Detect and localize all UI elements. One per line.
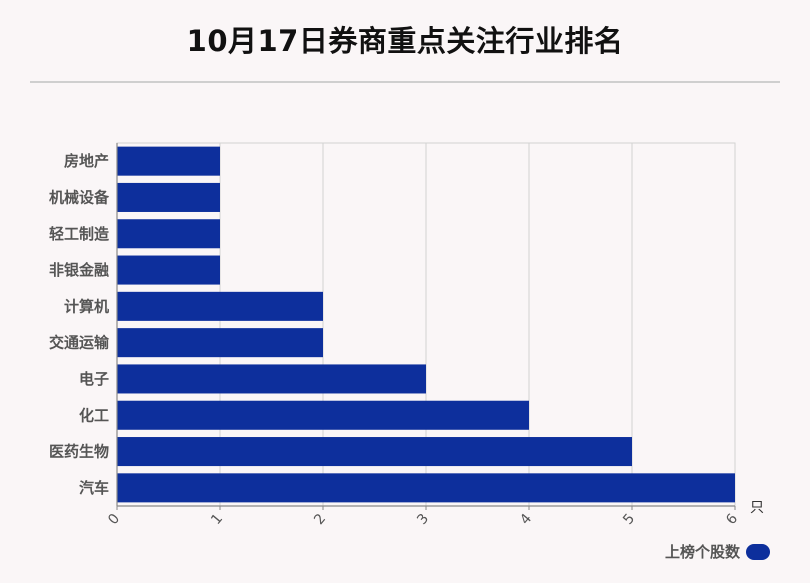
category-label-8: 医药生物 [49, 443, 109, 461]
x-tick-label-3: 3 [414, 511, 432, 528]
bar-4 [117, 291, 323, 321]
bar-6 [117, 364, 426, 394]
bar-1 [117, 182, 220, 212]
bar-3 [117, 255, 220, 285]
legend[interactable]: 上榜个股数 [665, 541, 770, 562]
x-tick-label-6: 6 [723, 511, 741, 528]
bar-5 [117, 328, 323, 358]
category-label-2: 轻工制造 [49, 225, 109, 243]
category-label-9: 汽车 [79, 479, 109, 497]
legend-label: 上榜个股数 [664, 543, 740, 561]
x-axis-unit: 只 [750, 500, 764, 516]
category-label-3: 非银金融 [49, 261, 109, 279]
chart-title: 10月17日券商重点关注行业排名 [186, 24, 624, 58]
x-tick-label-2: 2 [311, 511, 329, 528]
bar-7 [117, 400, 529, 430]
bar-9 [117, 473, 735, 503]
bar-0 [117, 146, 220, 176]
x-tick-label-4: 4 [517, 511, 535, 528]
bar-8 [117, 437, 632, 467]
x-tick-label-0: 0 [105, 511, 123, 528]
category-label-0: 房地产 [64, 152, 109, 170]
category-label-7: 化工 [79, 406, 109, 424]
category-label-1: 机械设备 [49, 188, 110, 206]
category-label-5: 交通运输 [49, 334, 110, 352]
title-divider [30, 81, 780, 83]
x-tick-label-1: 1 [208, 511, 226, 528]
x-tick-label-5: 5 [620, 511, 638, 528]
category-label-6: 电子 [79, 370, 109, 388]
legend-swatch [746, 543, 770, 560]
category-label-4: 计算机 [64, 297, 109, 315]
bar-2 [117, 219, 220, 249]
